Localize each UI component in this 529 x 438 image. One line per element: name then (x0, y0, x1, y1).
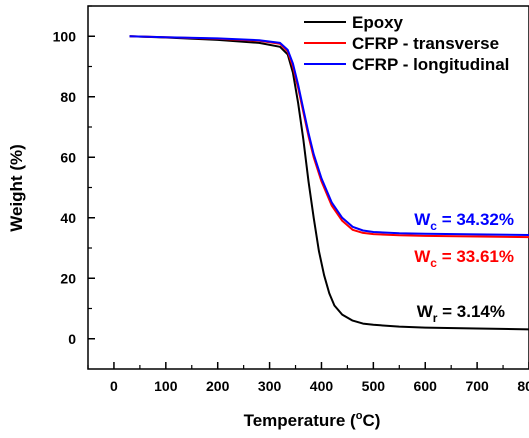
x-axis-label: Temperature (oC) (244, 410, 381, 430)
annotation-label: Wc = 33.61% (414, 247, 514, 270)
y-tick-label: 20 (60, 270, 76, 286)
annotation-symbol: W (414, 247, 431, 266)
y-tick-label: 60 (60, 149, 76, 165)
x-tick-label: 500 (362, 378, 386, 394)
x-tick-label: 100 (154, 378, 178, 394)
x-label-main: Temperature ( (244, 411, 356, 430)
annotation-symbol: W (414, 210, 431, 229)
y-tick-label: 80 (60, 89, 76, 105)
annotation-value: = 3.14% (437, 302, 505, 321)
x-tick-label: 0 (110, 378, 118, 394)
annotation-value: = 34.32% (437, 210, 514, 229)
x-tick-label: 800 (517, 378, 529, 394)
annotations: Wc = 34.32% Wc = 33.61% Wr = 3.14% (414, 210, 514, 325)
series-lines (130, 36, 529, 329)
y-tick-label: 0 (68, 331, 76, 347)
x-axis: 0 100 200 300 400 500 600 700 800 (88, 362, 529, 394)
y-tick-label: 100 (53, 28, 77, 44)
y-axis-label: Weight (%) (7, 144, 26, 232)
annotation-label: Wc = 34.32% (414, 210, 514, 233)
x-tick-label: 400 (310, 378, 334, 394)
annotation-label: Wr = 3.14% (417, 302, 505, 325)
x-tick-label: 700 (465, 378, 489, 394)
legend-label: Epoxy (352, 13, 404, 32)
legend-label: CFRP - longitudinal (352, 55, 509, 74)
x-tick-label: 200 (206, 378, 230, 394)
x-tick-label: 600 (414, 378, 438, 394)
annotation-value: = 33.61% (437, 247, 514, 266)
series-line-1 (130, 36, 529, 329)
x-tick-label: 300 (258, 378, 282, 394)
annotation-symbol: W (417, 302, 434, 321)
legend: Epoxy CFRP - transverse CFRP - longitudina… (304, 13, 509, 74)
x-label-post: C) (362, 411, 380, 430)
legend-label: CFRP - transverse (352, 34, 499, 53)
y-tick-label: 40 (60, 210, 76, 226)
